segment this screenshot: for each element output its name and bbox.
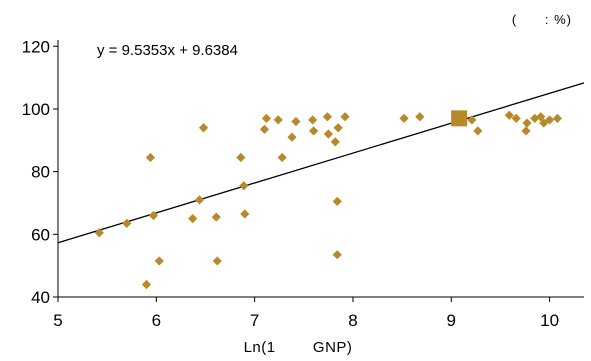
data-point <box>154 256 164 266</box>
data-point <box>236 152 246 163</box>
data-point <box>141 279 152 290</box>
data-point <box>511 113 521 123</box>
y-tick-label: 40 <box>31 288 50 307</box>
x-axis-label: Ln(1 GNP) <box>244 339 353 356</box>
data-point <box>188 214 198 224</box>
data-point <box>467 115 477 125</box>
data-point <box>552 113 563 123</box>
data-point <box>240 209 250 219</box>
y-tick-label: 60 <box>31 225 50 244</box>
data-point <box>261 113 272 123</box>
data-point <box>122 218 132 228</box>
data-points <box>94 110 563 290</box>
data-point-square <box>451 110 468 127</box>
data-point <box>330 137 340 147</box>
chart-axes <box>53 40 584 302</box>
data-point <box>323 129 333 139</box>
y-tick-label: 120 <box>22 37 50 56</box>
data-point <box>198 123 209 133</box>
data-point <box>536 112 546 122</box>
y-tick-label: 100 <box>22 100 50 119</box>
x-tick-label: 5 <box>53 311 62 330</box>
data-point <box>277 152 287 163</box>
y-tick-label: 80 <box>31 163 50 182</box>
data-point <box>522 118 532 128</box>
x-tick-labels: 5 6 7 8 9 10 <box>53 311 559 330</box>
data-point <box>273 115 283 125</box>
x-tick-label: 7 <box>250 311 259 330</box>
x-tick-label: 8 <box>348 311 357 330</box>
data-point <box>504 110 514 120</box>
data-point <box>309 126 319 136</box>
data-point <box>291 116 301 127</box>
data-point <box>239 181 249 191</box>
data-point <box>148 210 158 221</box>
trendline <box>57 82 585 244</box>
data-point <box>322 112 332 122</box>
data-point <box>145 152 156 163</box>
data-point <box>473 126 483 136</box>
data-point <box>340 112 350 122</box>
data-point <box>521 126 531 136</box>
data-point <box>194 195 205 205</box>
data-point <box>399 113 409 123</box>
data-point <box>333 123 343 133</box>
data-point <box>212 256 222 266</box>
data-point <box>415 112 425 122</box>
data-point <box>544 115 555 125</box>
data-point <box>308 115 318 125</box>
data-point <box>259 124 270 134</box>
x-tick-label: 6 <box>152 311 161 330</box>
data-point <box>332 196 342 207</box>
data-point <box>211 212 221 222</box>
trendline-equation: y = 9.5353x + 9.6384 <box>97 42 238 59</box>
x-tick-label: 10 <box>540 311 559 330</box>
data-point <box>287 132 297 142</box>
y-tick-labels: 40 60 80 100 120 <box>22 37 50 307</box>
data-point <box>539 118 549 128</box>
x-tick-label: 9 <box>447 311 456 330</box>
data-point <box>332 250 342 260</box>
data-point <box>94 228 104 238</box>
unit-label: ( : %) <box>512 12 572 27</box>
